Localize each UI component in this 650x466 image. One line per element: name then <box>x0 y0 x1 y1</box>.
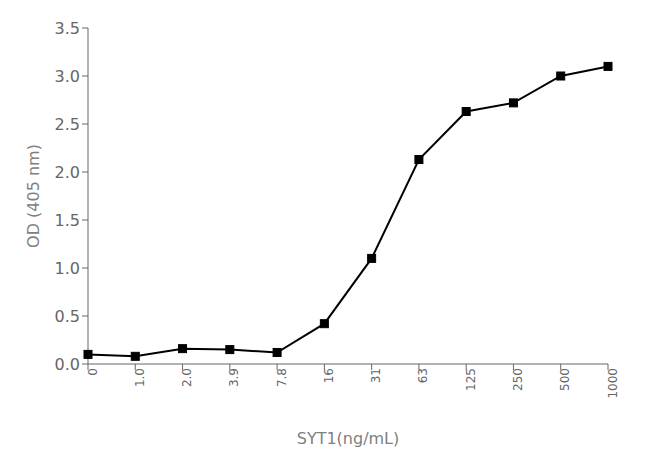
svg-text:500: 500 <box>558 368 572 391</box>
svg-text:63: 63 <box>416 368 430 383</box>
svg-text:3.5: 3.5 <box>55 19 80 38</box>
svg-text:3.0: 3.0 <box>55 67 80 86</box>
svg-text:0.5: 0.5 <box>55 307 80 326</box>
svg-text:1.5: 1.5 <box>55 211 80 230</box>
svg-text:2.0: 2.0 <box>180 368 194 387</box>
svg-text:125: 125 <box>464 368 478 391</box>
svg-text:16: 16 <box>322 368 336 383</box>
svg-text:3.9: 3.9 <box>227 368 241 387</box>
svg-text:2.5: 2.5 <box>55 115 80 134</box>
svg-text:1.0: 1.0 <box>133 368 147 387</box>
svg-text:1000: 1000 <box>606 368 620 399</box>
svg-text:250: 250 <box>511 368 525 391</box>
svg-text:2.0: 2.0 <box>55 163 80 182</box>
svg-text:31: 31 <box>369 368 383 383</box>
svg-text:OD (405 nm): OD (405 nm) <box>24 144 43 248</box>
svg-text:7.8: 7.8 <box>275 368 289 387</box>
svg-text:1.0: 1.0 <box>55 259 80 278</box>
svg-text:0: 0 <box>86 368 100 376</box>
svg-text:0.0: 0.0 <box>55 355 80 374</box>
svg-text:SYT1(ng/mL): SYT1(ng/mL) <box>297 429 400 448</box>
